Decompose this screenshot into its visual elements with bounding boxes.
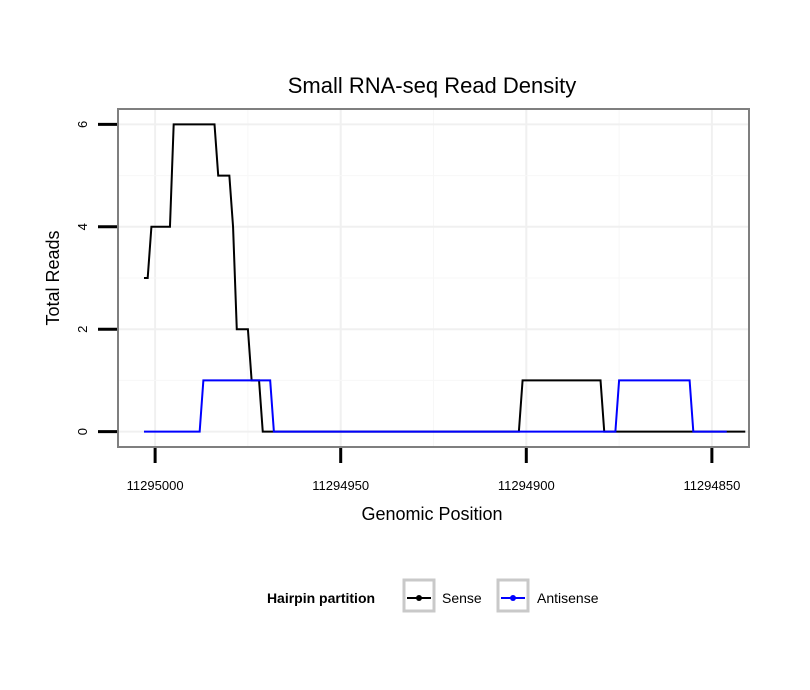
y-tick-label: 0 <box>75 428 90 435</box>
x-tick-label: 11294850 <box>683 478 740 493</box>
series-layer <box>143 123 746 433</box>
y-tick-label: 4 <box>75 223 90 230</box>
x-tick-label: 11294900 <box>498 478 555 493</box>
chart-title: Small RNA-seq Read Density <box>288 73 577 98</box>
x-axis-title: Genomic Position <box>361 504 502 524</box>
legend-key-sense <box>402 578 436 613</box>
y-tick-label: 6 <box>75 121 90 128</box>
legend-point-sense <box>416 595 422 601</box>
series-line-antisense <box>143 379 727 433</box>
x-axis: 11295000 11294950 11294900 11294850 <box>127 448 740 493</box>
y-axis-title: Total Reads <box>43 230 63 325</box>
x-tick-label: 11294950 <box>312 478 369 493</box>
legend-title: Hairpin partition <box>267 590 375 606</box>
legend-point-antisense <box>510 595 516 601</box>
legend-label-sense: Sense <box>442 590 482 606</box>
legend: Hairpin partition Sense Antisense <box>267 578 599 613</box>
y-axis: 0 2 4 6 <box>75 121 117 435</box>
y-tick-label: 2 <box>75 326 90 333</box>
legend-key-antisense <box>496 578 530 613</box>
legend-item-antisense: Antisense <box>496 578 599 613</box>
legend-item-sense: Sense <box>402 578 482 613</box>
x-tick-label: 11295000 <box>127 478 184 493</box>
plot-border <box>117 108 750 448</box>
legend-label-antisense: Antisense <box>537 590 599 606</box>
series-line-sense <box>143 123 746 433</box>
